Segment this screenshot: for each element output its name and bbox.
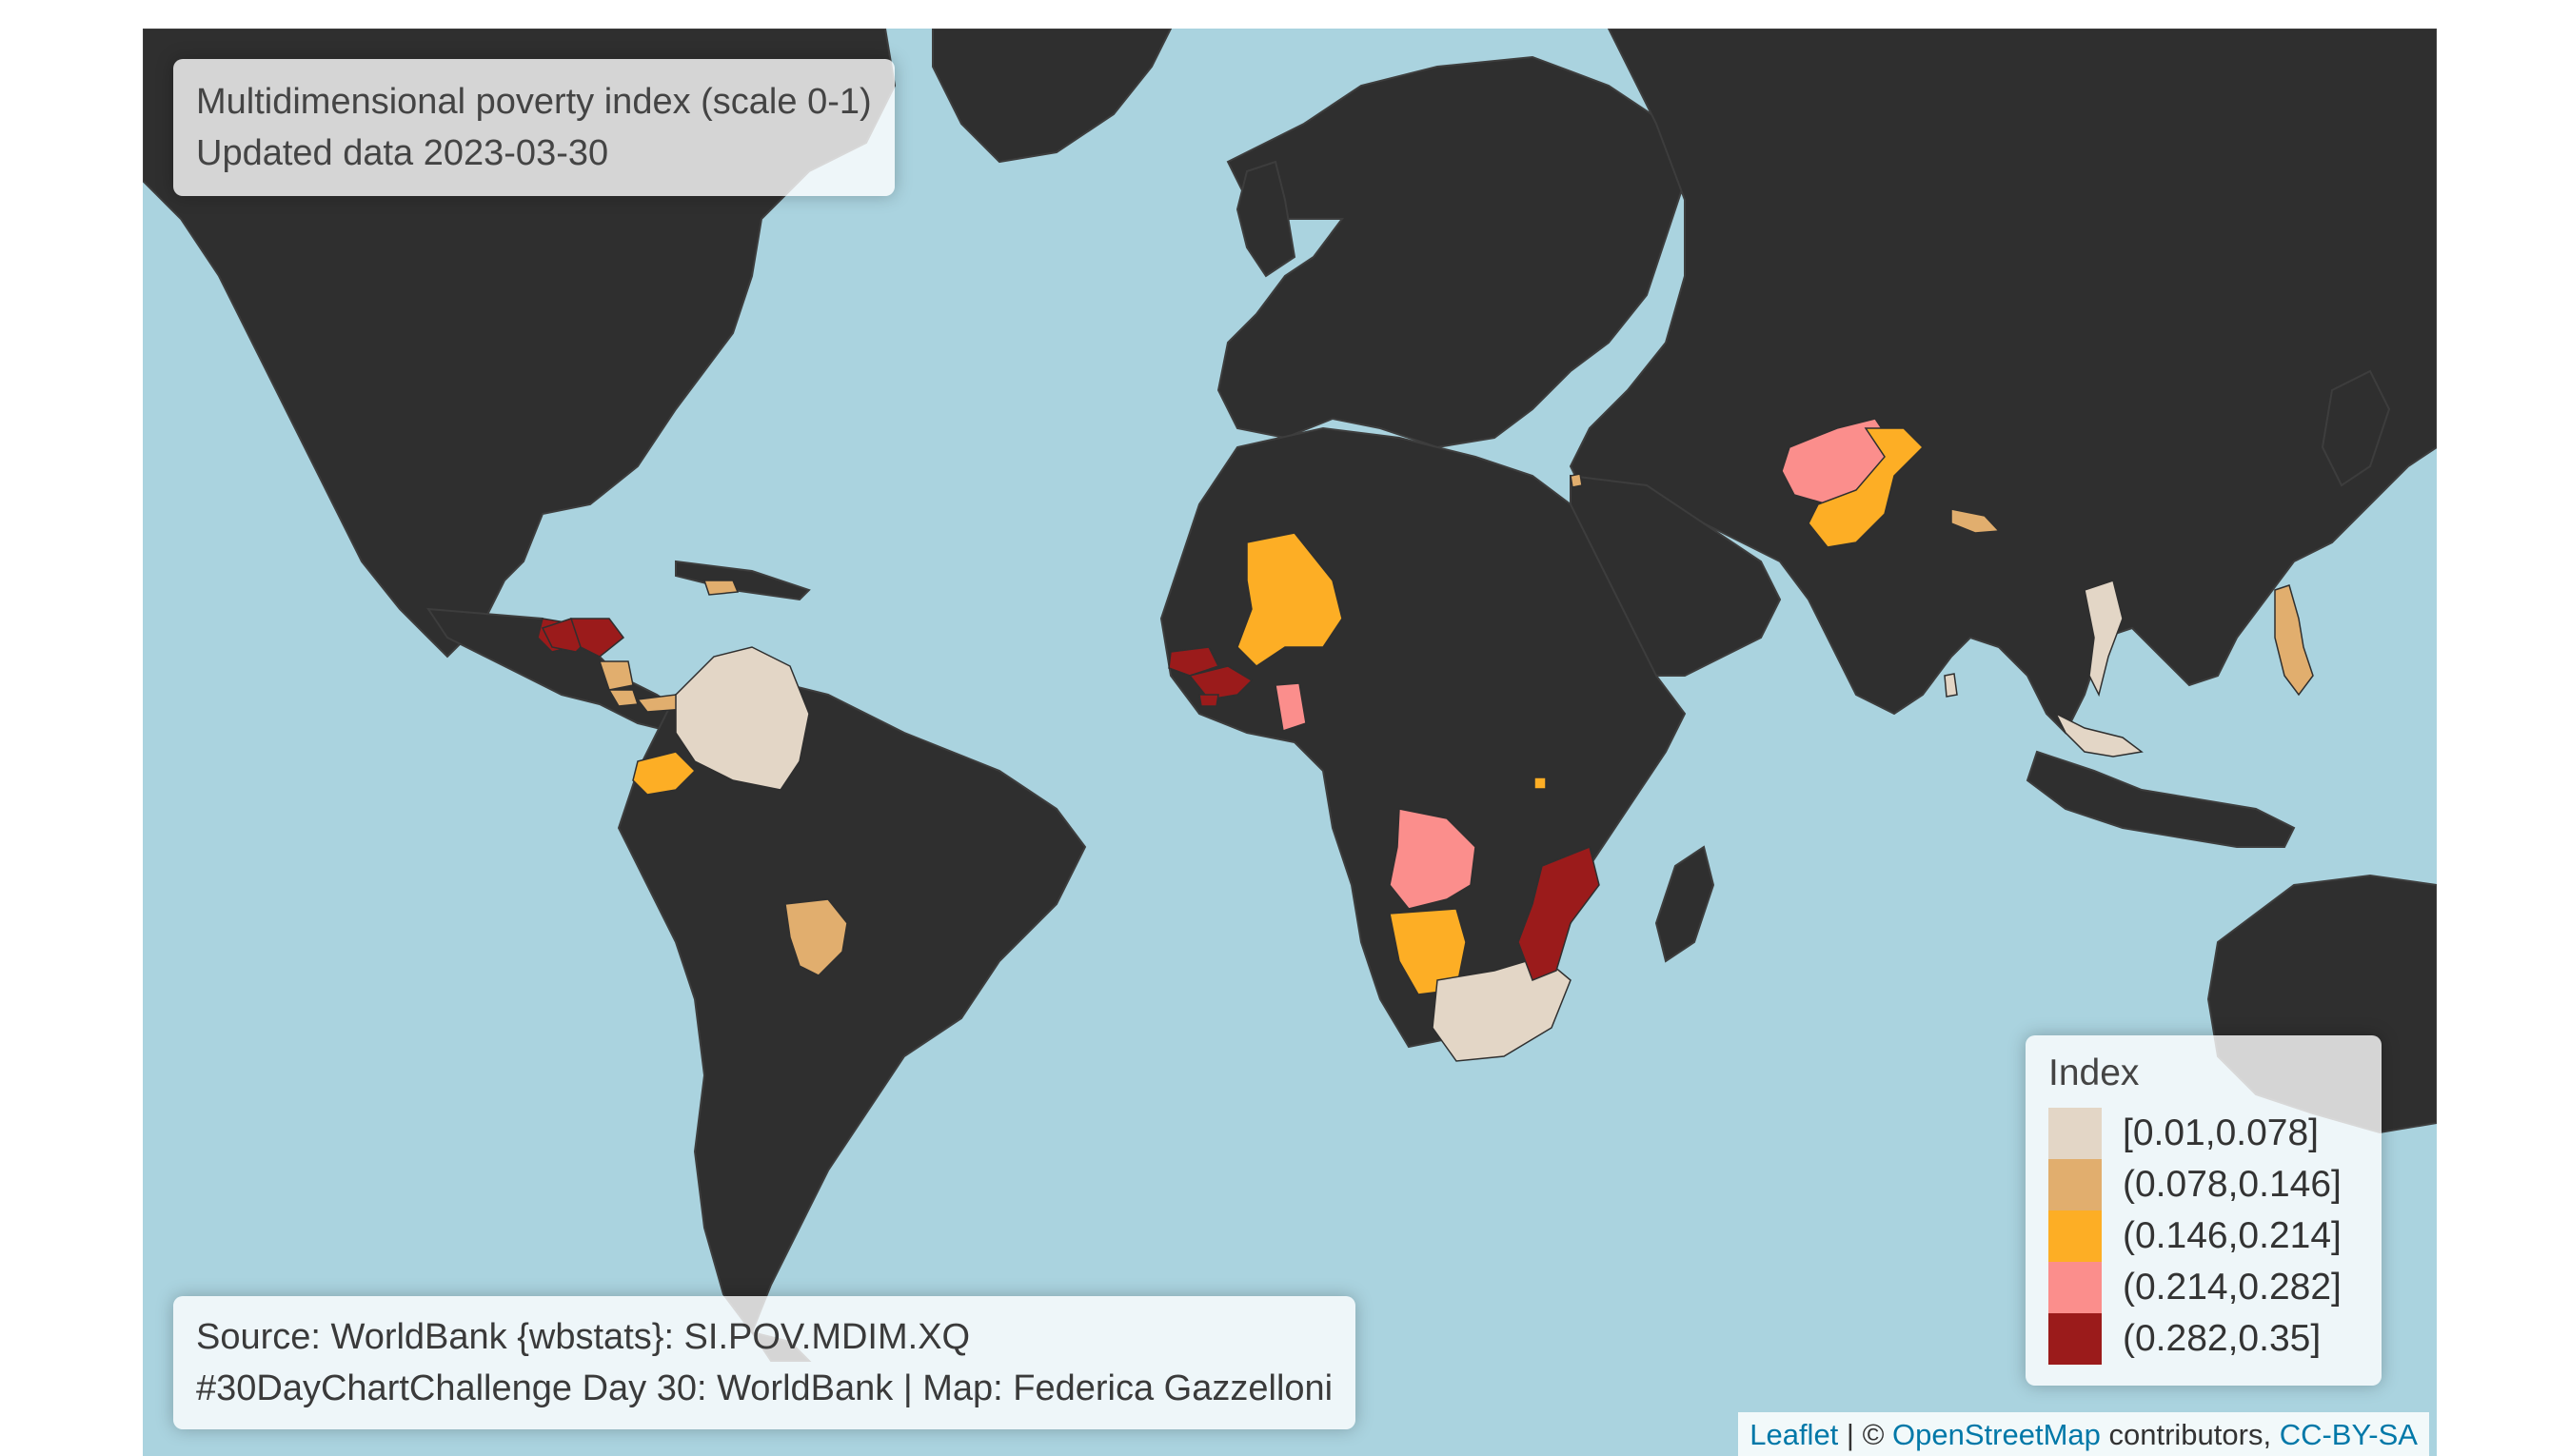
country-rwanda[interactable]: Rwanda <box>1533 777 1547 790</box>
source-line: Source: WorldBank {wbstats}: SI.POV.MDIM… <box>196 1317 971 1357</box>
attribution-separator: | © <box>1838 1418 1893 1451</box>
country-jordan[interactable]: Jordan <box>1570 473 1583 488</box>
legend-label: (0.214,0.282] <box>2123 1267 2342 1308</box>
license-link[interactable]: CC-BY-SA <box>2279 1418 2418 1451</box>
legend-swatch <box>2048 1262 2102 1313</box>
country-mozambique[interactable]: Mozambique <box>1517 845 1600 981</box>
country-sri-lanka[interactable]: Sri Lanka <box>1944 673 1958 698</box>
legend-item: (0.078,0.146] <box>2048 1159 2359 1210</box>
asia-land <box>1569 29 2437 735</box>
legend-item: (0.282,0.35] <box>2048 1313 2359 1365</box>
legend-swatch <box>2048 1210 2102 1262</box>
legend-swatch <box>2048 1313 2102 1365</box>
legend-item: (0.214,0.282] <box>2048 1262 2359 1313</box>
credit-line: #30DayChartChallenge Day 30: WorldBank |… <box>196 1368 1334 1408</box>
country-paraguay[interactable]: Paraguay <box>784 898 848 976</box>
madagascar-land <box>1654 845 1715 963</box>
south-america-land <box>617 674 1087 1335</box>
country-senegal[interactable]: Senegal <box>1168 646 1220 677</box>
legend-label: [0.01,0.078] <box>2123 1112 2320 1153</box>
caribbean-land <box>675 560 811 601</box>
map-attribution: Leaflet | © OpenStreetMap contributors, … <box>1738 1412 2429 1456</box>
map-title: Multidimensional poverty index (scale 0-… <box>196 82 872 122</box>
source-panel: Source: WorldBank {wbstats}: SI.POV.MDIM… <box>173 1296 1356 1429</box>
country-angola[interactable]: Angola <box>1389 808 1476 910</box>
country-indonesia[interactable]: Indonesia <box>2054 712 2144 758</box>
legend-swatch <box>2048 1159 2102 1210</box>
legend-swatch <box>2048 1108 2102 1159</box>
legend-title: Index <box>2048 1053 2140 1093</box>
country-south-africa[interactable]: South Africa <box>1432 955 1572 1062</box>
map-subtitle: Updated data 2023-03-30 <box>196 133 609 173</box>
leaflet-link[interactable]: Leaflet <box>1750 1418 1839 1451</box>
greenland-land <box>932 29 1173 164</box>
attribution-contributors: contributors, <box>2100 1418 2280 1451</box>
country-ghana[interactable]: Ghana <box>1275 682 1307 732</box>
japan-land <box>2321 369 2391 487</box>
country-dominican-republic[interactable]: Dominican Republic <box>702 580 740 596</box>
legend-item: [0.01,0.078] <box>2048 1108 2359 1159</box>
world-map[interactable]: Mexico Guatemala Honduras Nicaragua Cost… <box>143 29 2437 1456</box>
country-nepal[interactable]: Nepal <box>1950 508 2001 534</box>
country-honduras[interactable]: Honduras <box>569 618 625 658</box>
country-costa-rica[interactable]: Costa Rica <box>607 689 640 707</box>
country-pakistan[interactable]: Pakistan <box>1808 427 1925 548</box>
legend-label: (0.146,0.214] <box>2123 1215 2342 1256</box>
legend-label: (0.282,0.35] <box>2123 1318 2322 1359</box>
country-ecuador[interactable]: Ecuador <box>632 751 697 796</box>
country-mali[interactable]: Mali <box>1236 532 1343 667</box>
indonesia-land <box>2026 750 2296 848</box>
legend-label: (0.078,0.146] <box>2123 1164 2342 1205</box>
osm-link[interactable]: OpenStreetMap <box>1892 1418 2101 1451</box>
country-sierra-leone[interactable]: Sierra Leone <box>1198 694 1219 707</box>
map-canvas[interactable]: Mexico Guatemala Honduras Nicaragua Cost… <box>143 29 2437 1456</box>
legend: Index [0.01,0.078] (0.078,0.146] (0.146,… <box>2026 1035 2382 1386</box>
title-panel: Multidimensional poverty index (scale 0-… <box>173 59 895 196</box>
country-philippines[interactable]: Philippines <box>2274 584 2314 697</box>
country-thailand[interactable]: Thailand <box>2084 580 2124 698</box>
legend-item: (0.146,0.214] <box>2048 1210 2359 1262</box>
country-colombia[interactable]: Colombia <box>675 646 810 791</box>
uk-land <box>1236 160 1296 278</box>
country-layer[interactable]: Mexico Guatemala Honduras Nicaragua Cost… <box>537 418 2314 1062</box>
europe-land <box>1216 55 1687 449</box>
country-nicaragua[interactable]: Nicaragua <box>598 660 634 691</box>
